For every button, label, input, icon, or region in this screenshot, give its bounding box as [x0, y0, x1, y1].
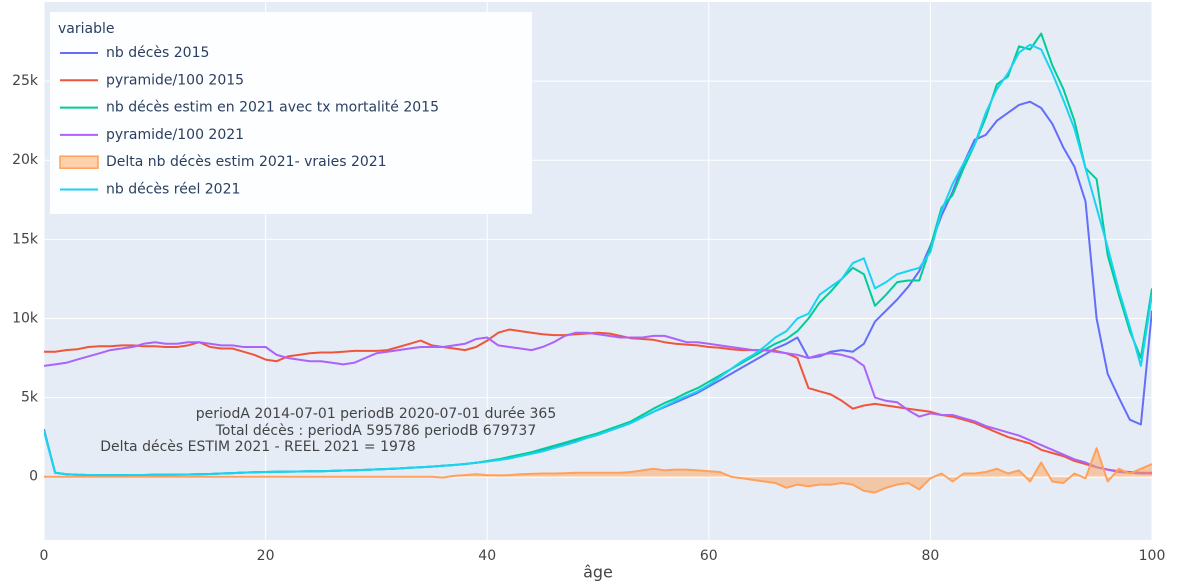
- x-tick-label: 40: [478, 548, 496, 564]
- series-layer: [44, 32, 1152, 494]
- annotation: Total décès : periodA 595786 periodB 679…: [215, 423, 536, 439]
- legend-label[interactable]: pyramide/100 2015: [106, 72, 244, 88]
- x-tick-label: 20: [257, 548, 275, 564]
- y-tick-label: 25k: [12, 73, 39, 89]
- axes: 0 20 40 60 80 100 0 5k 10k 15k 20k 25k: [12, 73, 1165, 564]
- series-line: [44, 447, 1152, 494]
- series-line: [44, 328, 1152, 474]
- annotation: periodA 2014-07-01 periodB 2020-07-01 du…: [196, 406, 557, 422]
- legend-label[interactable]: Delta nb décès estim 2021- vraies 2021: [106, 154, 387, 170]
- y-tick-label: 0: [29, 469, 38, 485]
- legend-label[interactable]: nb décès 2015: [106, 45, 209, 61]
- y-tick-label: 15k: [12, 231, 39, 247]
- x-axis-title: âge: [583, 563, 613, 582]
- series-line: [44, 331, 1152, 475]
- x-tick-label: 60: [700, 548, 718, 564]
- legend-label[interactable]: nb décès estim en 2021 avec tx mortalité…: [106, 100, 439, 116]
- y-tick-label: 5k: [21, 390, 39, 406]
- legend-label[interactable]: nb décès réel 2021: [106, 182, 240, 198]
- legend-box: [50, 12, 532, 214]
- legend-title: variable: [58, 21, 114, 37]
- y-tick-label: 20k: [12, 152, 39, 168]
- annotation: Delta décès ESTIM 2021 - REEL 2021 = 197…: [100, 439, 415, 455]
- area-fill: [44, 448, 1152, 493]
- legend-swatch[interactable]: [59, 155, 99, 169]
- y-tick-label: 10k: [12, 310, 39, 326]
- legend-label[interactable]: pyramide/100 2021: [106, 127, 244, 143]
- legend: variable nb décès 2015 pyramide/100 2015 n…: [50, 12, 532, 214]
- x-tick-label: 100: [1139, 548, 1166, 564]
- x-tick-label: 0: [40, 548, 49, 564]
- x-tick-label: 80: [921, 548, 939, 564]
- series-line: [44, 43, 1152, 477]
